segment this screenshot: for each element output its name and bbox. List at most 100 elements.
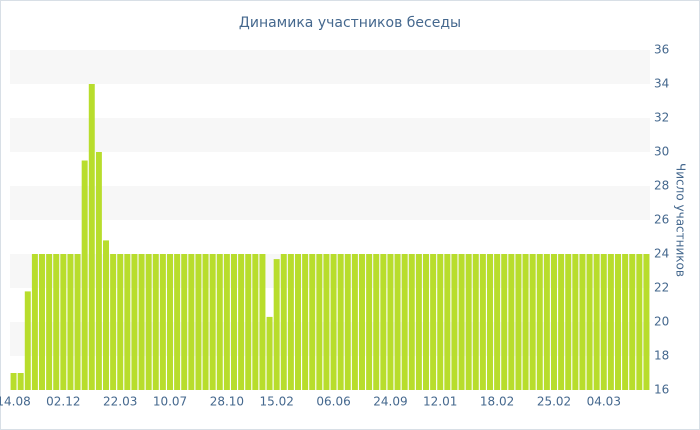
- bar: [245, 254, 252, 390]
- bar: [74, 254, 81, 390]
- y-tick-label: 18: [654, 349, 669, 363]
- bar: [167, 254, 173, 390]
- bar: [273, 259, 280, 390]
- bar: [145, 254, 152, 390]
- y-tick-label: 28: [654, 179, 669, 193]
- bar: [159, 254, 166, 390]
- x-tick-label: 15.02: [259, 395, 293, 409]
- x-tick-label: 02.12: [46, 395, 80, 409]
- bar: [46, 254, 53, 390]
- bar: [430, 254, 437, 390]
- bar: [181, 254, 188, 390]
- bar: [551, 254, 557, 390]
- x-tick-label: 06.06: [316, 395, 350, 409]
- bar: [266, 316, 273, 390]
- bar: [152, 254, 159, 390]
- bar: [238, 254, 245, 390]
- bar: [131, 254, 138, 390]
- bar: [195, 254, 202, 390]
- bar: [529, 254, 536, 390]
- bar: [451, 254, 458, 390]
- bar: [593, 254, 600, 390]
- chart-title: Динамика участников беседы: [239, 15, 461, 31]
- bar: [323, 254, 330, 390]
- bar: [565, 254, 572, 390]
- bar: [401, 254, 408, 390]
- bar: [295, 254, 301, 390]
- bar: [252, 254, 259, 390]
- y-tick-label: 32: [654, 111, 669, 125]
- y-tick-label: 30: [654, 145, 669, 159]
- bar: [487, 254, 493, 390]
- bar: [423, 254, 429, 390]
- x-tick-label: 10.07: [153, 395, 187, 409]
- x-tick-label: 18.02: [480, 395, 514, 409]
- bar: [465, 254, 472, 390]
- bar: [202, 254, 209, 390]
- bar: [373, 254, 380, 390]
- bar: [394, 254, 401, 390]
- x-tick-label: 12.01: [423, 395, 457, 409]
- bar: [31, 254, 38, 390]
- bar: [124, 254, 131, 390]
- bar: [60, 254, 67, 390]
- bar: [174, 254, 181, 390]
- bar: [522, 254, 529, 390]
- bar: [110, 254, 117, 390]
- bar: [95, 152, 102, 390]
- bar: [216, 254, 223, 390]
- bar: [280, 254, 287, 390]
- y-tick-label: 36: [654, 43, 669, 57]
- bar: [536, 254, 543, 390]
- bar: [88, 84, 95, 390]
- bar: [615, 254, 621, 390]
- bar: [39, 254, 45, 390]
- y-tick-label: 24: [654, 247, 669, 261]
- y-tick-label: 20: [654, 315, 669, 329]
- x-tick-label: 04.03: [587, 395, 621, 409]
- bar: [494, 254, 501, 390]
- bar: [643, 254, 650, 390]
- bar: [408, 254, 415, 390]
- bar: [437, 254, 444, 390]
- grid-band: [10, 50, 650, 84]
- bar: [572, 254, 579, 390]
- y-tick-label: 22: [654, 281, 669, 295]
- bar: [543, 254, 550, 390]
- bar: [366, 254, 373, 390]
- bar: [223, 254, 230, 390]
- bar: [67, 254, 74, 390]
- bar: [600, 254, 607, 390]
- bar: [330, 254, 337, 390]
- x-tick-label: 25.02: [537, 395, 571, 409]
- bar: [103, 240, 109, 390]
- bar: [231, 254, 237, 390]
- bar: [17, 373, 24, 390]
- bar: [458, 254, 465, 390]
- bar: [579, 254, 586, 390]
- bar: [10, 373, 17, 390]
- y-tick-label: 16: [654, 383, 669, 397]
- y-tick-label: 34: [654, 77, 669, 91]
- x-tick-label: 24.09: [373, 395, 407, 409]
- bar: [81, 160, 88, 390]
- y-tick-label: 26: [654, 213, 669, 227]
- bar: [209, 254, 216, 390]
- bar: [359, 254, 365, 390]
- x-tick-label: 28.10: [210, 395, 244, 409]
- bar: [117, 254, 124, 390]
- bar: [259, 254, 266, 390]
- bar: [138, 254, 145, 390]
- bar: [287, 254, 294, 390]
- bar: [558, 254, 565, 390]
- bar: [316, 254, 323, 390]
- bar: [629, 254, 636, 390]
- x-tick-label: 22.03: [103, 395, 137, 409]
- bar: [24, 291, 31, 390]
- bar: [337, 254, 344, 390]
- grid-band: [10, 118, 650, 152]
- x-tick-label: 14.08: [0, 395, 31, 409]
- bar: [607, 254, 614, 390]
